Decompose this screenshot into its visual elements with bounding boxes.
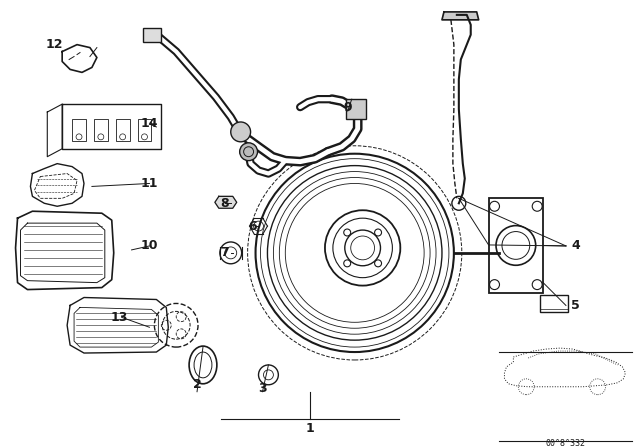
Text: 3: 3 xyxy=(258,382,267,395)
Text: 13: 13 xyxy=(111,311,129,324)
Text: 8: 8 xyxy=(221,197,229,210)
Bar xyxy=(540,294,568,312)
Bar xyxy=(488,198,543,293)
Bar xyxy=(94,119,108,141)
Bar xyxy=(138,119,152,141)
Text: 12: 12 xyxy=(45,38,63,51)
Text: 2: 2 xyxy=(193,378,202,391)
Text: 5: 5 xyxy=(572,299,580,312)
FancyBboxPatch shape xyxy=(346,99,365,119)
Polygon shape xyxy=(215,196,237,208)
Bar xyxy=(72,119,86,141)
Text: 10: 10 xyxy=(141,239,158,252)
Circle shape xyxy=(239,143,257,161)
Polygon shape xyxy=(442,12,479,20)
Circle shape xyxy=(231,122,251,142)
FancyBboxPatch shape xyxy=(143,28,161,42)
Text: 00°8°332: 00°8°332 xyxy=(546,439,586,448)
Text: 9: 9 xyxy=(344,101,352,114)
Text: 7: 7 xyxy=(220,246,229,259)
Bar xyxy=(116,119,129,141)
Text: 11: 11 xyxy=(141,177,158,190)
Text: 14: 14 xyxy=(141,117,158,130)
Text: 1: 1 xyxy=(306,422,314,435)
Text: 4: 4 xyxy=(572,239,580,252)
Text: 6: 6 xyxy=(248,220,257,233)
